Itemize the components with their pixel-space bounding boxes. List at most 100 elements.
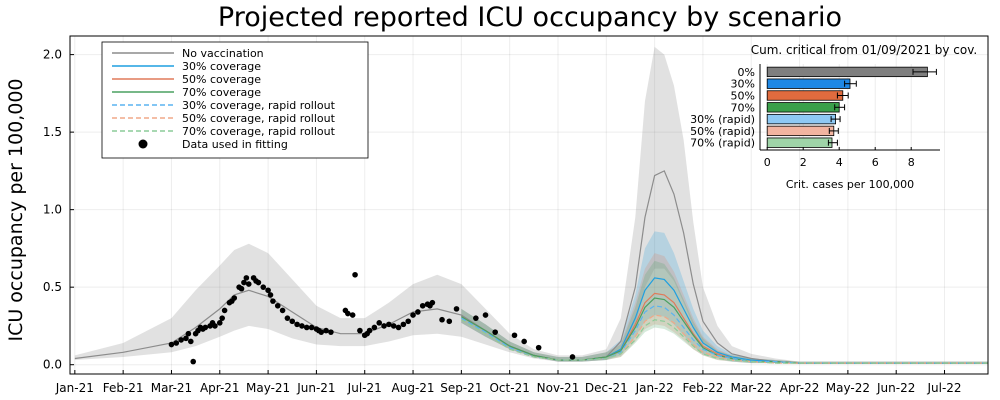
data-point xyxy=(446,318,453,325)
inset-bar-chart: Cum. critical from 01/09/2021 by cov. 0 2… xyxy=(690,43,977,191)
x-tick-label: Feb-22 xyxy=(683,381,724,395)
data-point xyxy=(202,324,209,331)
y-tick-label: 0.0 xyxy=(43,358,62,372)
x-tick-label: Apr-21 xyxy=(200,381,240,395)
inset-x-tick-label: 2 xyxy=(800,156,807,169)
x-tick-label: May-22 xyxy=(826,381,870,395)
data-point xyxy=(185,330,192,337)
data-point xyxy=(308,324,315,331)
inset-x-axis-label: Crit. cases per 100,000 xyxy=(786,178,914,191)
data-point xyxy=(279,307,286,314)
data-point xyxy=(352,271,358,278)
inset-bar xyxy=(766,78,851,89)
series-line xyxy=(461,319,988,364)
data-point xyxy=(415,309,421,315)
data-point xyxy=(357,327,363,334)
x-tick-label: Nov-21 xyxy=(537,381,580,395)
x-tick-label: Jun-21 xyxy=(296,381,335,395)
y-tick-label: 1.0 xyxy=(43,203,62,217)
chart-title: Projected reported ICU occupancy by scen… xyxy=(218,2,842,33)
x-tick-label: Jul-22 xyxy=(926,381,961,395)
inset-bar xyxy=(766,125,835,137)
x-tick-label: May-21 xyxy=(246,381,290,395)
data-point xyxy=(371,324,378,331)
legend-label: 30% coverage xyxy=(182,60,261,73)
inset-bar xyxy=(766,113,837,125)
data-point xyxy=(190,358,197,365)
x-tick-label: Apr-22 xyxy=(780,381,820,395)
data-point xyxy=(178,337,184,343)
x-tick-label: Dec-21 xyxy=(585,381,628,395)
y-tick-label: 1.5 xyxy=(43,125,62,139)
data-point xyxy=(376,320,383,326)
data-point xyxy=(265,287,271,294)
data-point xyxy=(453,306,460,312)
legend-label: 30% coverage, rapid rollout xyxy=(182,99,336,112)
data-point xyxy=(183,335,189,342)
data-point xyxy=(492,329,498,335)
data-point xyxy=(511,332,518,339)
data-point xyxy=(345,310,351,317)
data-point xyxy=(521,338,527,345)
data-point xyxy=(267,292,274,298)
data-point xyxy=(284,315,291,321)
inset-bar xyxy=(766,137,833,148)
scenario-lines xyxy=(74,170,988,364)
inset-x-tick-label: 4 xyxy=(836,156,843,169)
inset-category-label: 0% xyxy=(738,66,755,79)
data-point xyxy=(299,323,305,329)
data-point xyxy=(173,340,180,346)
data-point xyxy=(219,315,225,321)
inset-category-label: 70% xyxy=(731,101,755,114)
legend-box xyxy=(101,41,369,159)
inset-x-tick-label: 8 xyxy=(908,156,915,169)
data-point xyxy=(390,323,397,329)
inset-category-label: 50% (rapid) xyxy=(690,125,755,138)
x-tick-label: Mar-21 xyxy=(151,381,192,395)
inset-x-tick-label: 0 xyxy=(764,156,771,169)
inset-bar xyxy=(766,90,844,101)
data-point xyxy=(410,312,416,318)
data-point xyxy=(260,284,267,290)
inset-category-label: 30% (rapid) xyxy=(690,113,755,126)
legend-label: 70% coverage xyxy=(182,86,261,99)
legend-label: No vaccination xyxy=(182,47,264,60)
x-axis-ticks: Jan-21 Feb-21 Mar-21 Apr-21 May-21 Jun-21 Jul-… xyxy=(55,370,962,395)
data-point xyxy=(429,299,436,306)
data-point xyxy=(400,321,407,328)
data-point xyxy=(238,285,245,292)
y-axis-ticks: 0.0 0.5 1.0 1.5 2.0 xyxy=(43,48,74,372)
data-point xyxy=(405,318,412,325)
y-tick-label: 0.5 xyxy=(43,280,62,294)
inset-x-tick-label: 6 xyxy=(872,156,879,169)
data-point xyxy=(212,323,218,329)
data-point xyxy=(168,341,175,348)
data-point xyxy=(535,344,542,351)
x-tick-label: Sep-21 xyxy=(440,381,482,395)
data-point xyxy=(386,321,392,328)
data-point xyxy=(274,302,281,309)
data-point xyxy=(241,279,247,286)
x-tick-label: Jul-21 xyxy=(347,381,382,395)
uncertainty-bands xyxy=(74,46,988,364)
data-point xyxy=(323,327,329,334)
inset-bar xyxy=(766,66,928,78)
y-axis-label: ICU occupancy per 100,000 xyxy=(5,78,27,341)
data-point xyxy=(569,354,576,360)
data-point xyxy=(216,320,223,326)
data-point xyxy=(381,323,387,329)
data-point xyxy=(318,329,325,335)
data-point xyxy=(395,324,402,331)
y-tick-label: 2.0 xyxy=(43,48,62,62)
legend-label: 50% coverage, rapid rollout xyxy=(182,112,336,125)
inset-bar xyxy=(766,102,840,113)
data-point xyxy=(473,315,479,321)
x-tick-label: Jan-22 xyxy=(635,381,674,395)
data-point xyxy=(187,338,194,345)
data-point xyxy=(482,312,489,318)
data-point xyxy=(270,298,276,304)
inset-category-label: 30% xyxy=(731,78,755,91)
data-point xyxy=(294,321,300,328)
